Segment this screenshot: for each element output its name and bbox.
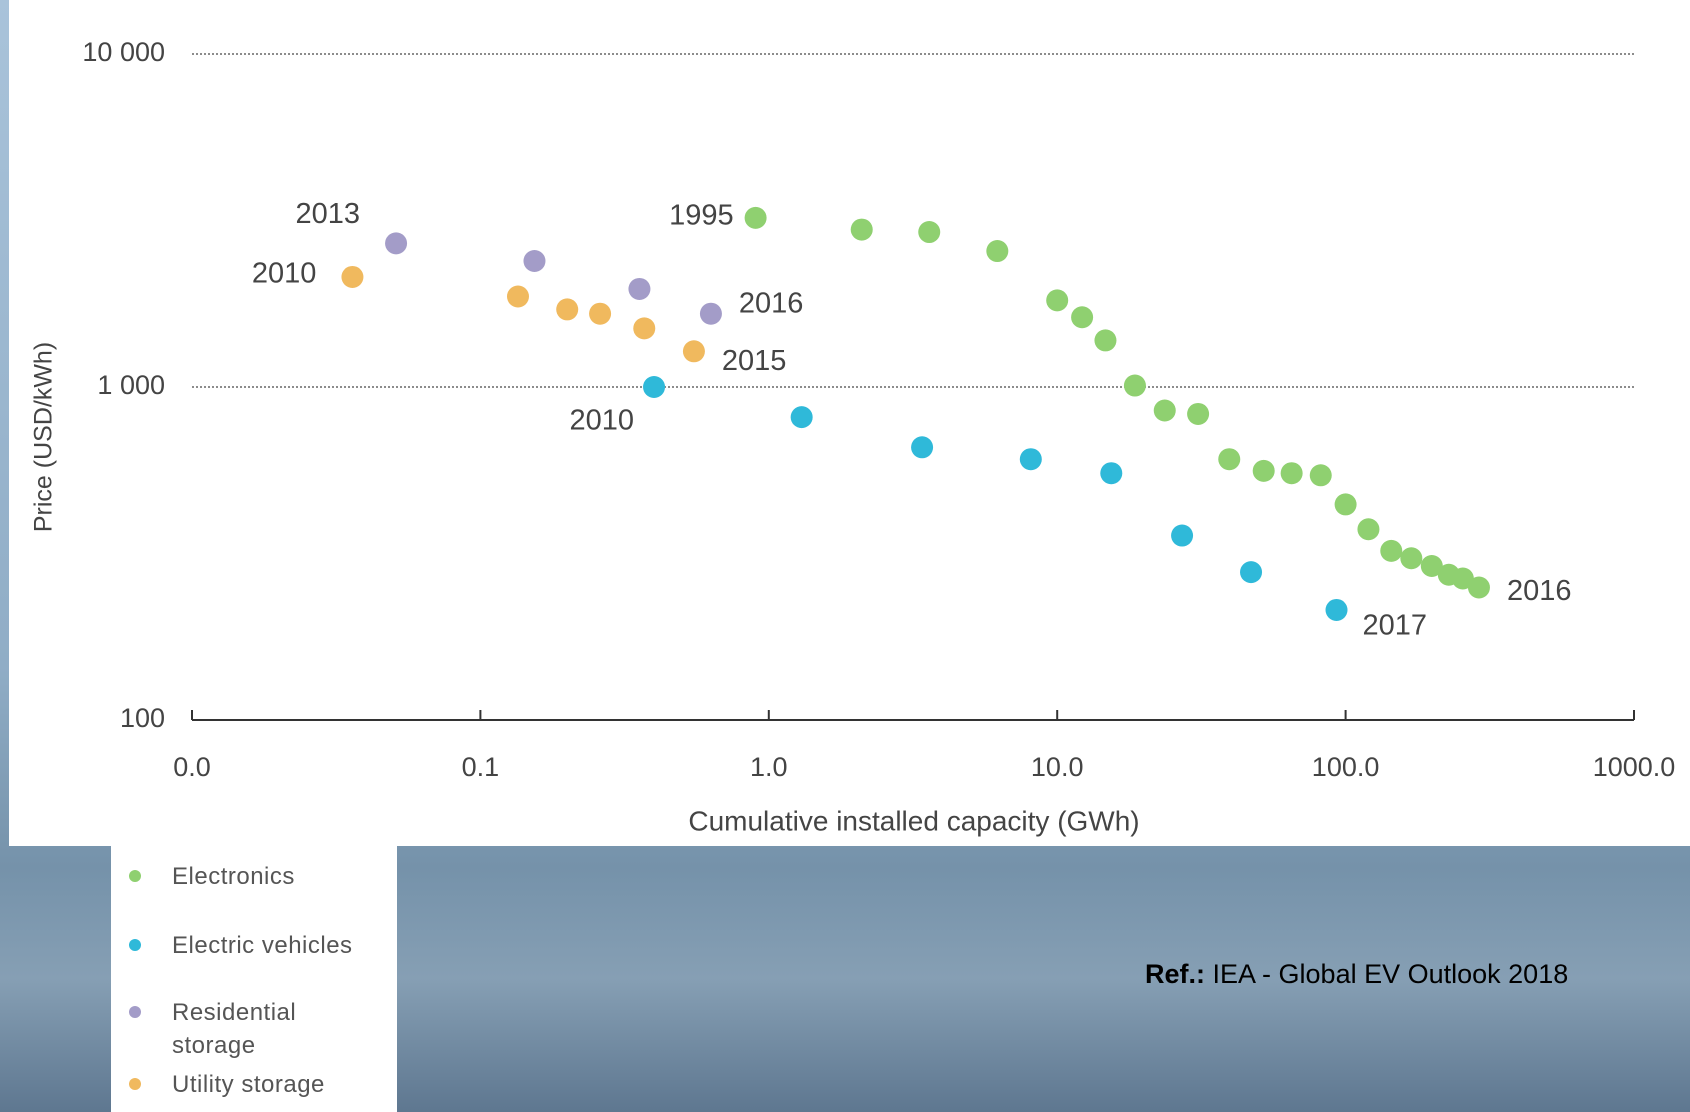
data-point [986,240,1009,263]
data-point [1240,561,1263,584]
data-point [628,277,651,300]
x-tick-label: 0.0 [173,752,211,782]
data-point [1171,524,1194,547]
legend-marker [129,1006,141,1018]
legend-label: Electric vehicles [172,932,353,959]
y-tick-label: 1 000 [97,370,165,400]
x-tick-label: 0.1 [462,752,500,782]
y-tick-label: 10 000 [82,37,165,67]
data-point [1123,374,1146,397]
data-point [1153,399,1176,422]
legend-marker [129,870,141,882]
y-axis-title: Price (USD/kWh) [30,342,58,532]
data-point [633,317,656,340]
y-tick-label: 100 [120,703,165,733]
reference: Ref.: IEA - Global EV Outlook 2018 [1145,959,1568,990]
chart: Cumulative installed capacity (GWh) Pric… [30,37,1676,836]
data-point [744,206,767,229]
data-point [699,302,722,325]
annotation: 2015 [722,345,787,377]
annotation: 1995 [669,200,734,232]
data-point [850,218,873,241]
data-point [506,285,529,308]
legend-marker [129,1078,141,1090]
annotation: 2010 [570,405,635,437]
data-point [1309,464,1332,487]
x-tick-label: 1000.0 [1593,752,1676,782]
data-point [1100,462,1123,485]
data-point [1187,402,1210,425]
data-point [682,340,705,363]
data-point [1451,567,1474,590]
data-point [1334,493,1357,516]
legend-marker [129,939,141,951]
legend: Electronics Electric vehicles Residential … [111,846,397,1112]
legend-label: Utility storage [172,1071,325,1098]
x-axis-title: Cumulative installed capacity (GWh) [688,805,1139,836]
x-tick-label: 1.0 [750,752,788,782]
data-point [918,221,941,244]
chart-panel [9,0,1690,846]
data-point [1218,448,1241,471]
data-point [1420,555,1443,578]
data-point [790,406,813,429]
x-tick-label: 10.0 [1031,752,1084,782]
data-point [1325,598,1348,621]
reference-label: Ref.: [1145,959,1205,989]
data-point [643,376,666,398]
data-point [341,265,364,288]
x-tick-label: 100.0 [1312,752,1380,782]
annotation: 2013 [296,198,361,230]
data-point [1046,289,1069,312]
data-point [1400,547,1423,570]
data-point [385,232,408,255]
data-point [556,298,579,321]
annotation: 2016 [1507,575,1572,607]
annotation: 2010 [252,258,317,290]
data-point [523,249,546,272]
data-point [1280,462,1303,485]
reference-text: IEA - Global EV Outlook 2018 [1212,959,1569,989]
data-point [1467,576,1490,599]
data-point [1019,448,1042,471]
legend-label: Electronics [172,863,295,890]
annotation: 2016 [739,287,804,319]
data-point [1380,539,1403,562]
data-point [589,302,612,325]
legend-label: Residential storage [172,999,297,1059]
data-point [1252,459,1275,482]
annotation: 2017 [1363,610,1428,642]
data-point [911,436,934,459]
data-point [1094,329,1117,352]
data-point [1071,306,1094,329]
data-point [1357,518,1380,541]
